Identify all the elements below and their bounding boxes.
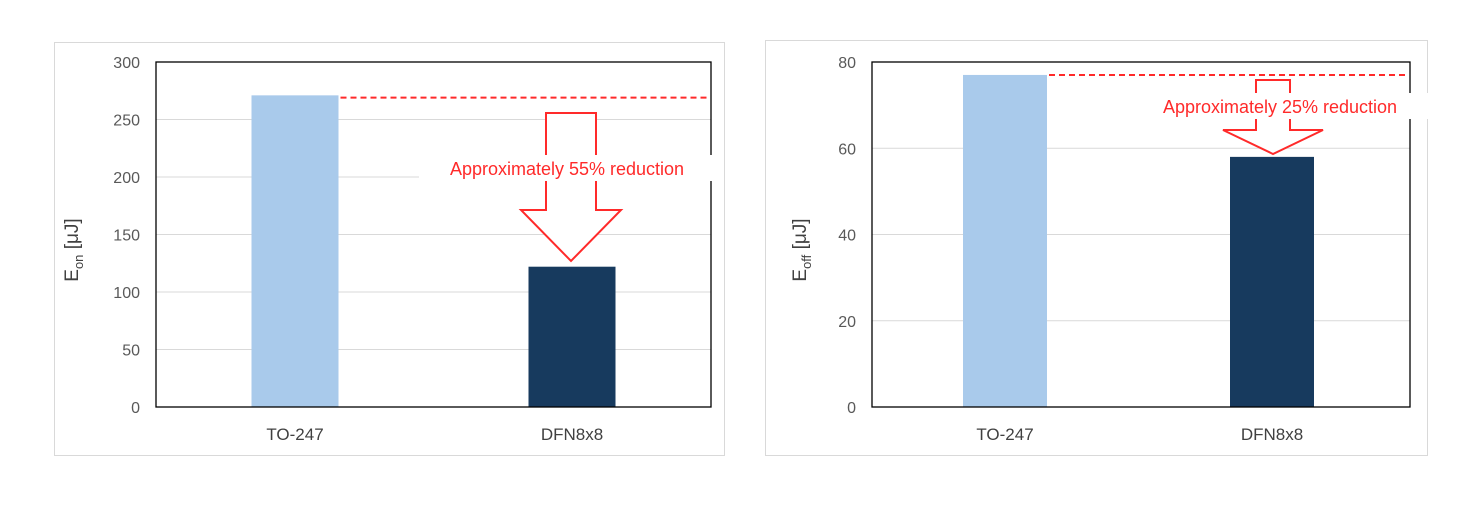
y-tick-label: 300 [113,55,140,72]
chart-1: 0 20 40 60 80 TO-247 DFN8x8 Approximately 25% r… [790,55,1428,444]
bar-dfn8x8 [1230,156,1314,407]
y-axis-label-sub: off [799,254,814,269]
y-tick-label: 20 [838,314,856,331]
annotation-backing [1132,93,1428,119]
y-axis-label-main: E [790,269,811,282]
reduction-arrow [518,112,624,263]
bar-dfn8x8 [528,266,616,407]
chart-0: 0 50 100 150 200 250 300 TO-247 DFN8x8 Approximat… [62,55,715,444]
y-tick-label: 200 [113,170,140,187]
y-axis-label-unit: [μJ] [62,218,83,254]
bar-to-247 [963,74,1047,407]
annotation-text: Approximately 25% reduction [1163,97,1397,117]
annotation-backing [419,155,715,181]
y-axis-label: Eon [μJ] [62,218,86,281]
x-tick-label: DFN8x8 [541,425,603,444]
y-axis-label-sub: on [71,255,86,269]
bar-to-247 [251,95,339,407]
y-tick-label: 150 [113,228,140,245]
x-tick-label: DFN8x8 [1241,425,1303,444]
y-tick-label: 60 [838,141,856,158]
y-tick-label: 250 [113,113,140,130]
x-tick-label: TO-247 [266,425,323,444]
y-tick-label: 40 [838,228,856,245]
y-axis-label: Eoff [μJ] [790,218,814,281]
annotation-text: Approximately 55% reduction [450,159,684,179]
plot-frame [155,61,712,408]
plot-frame [871,61,1411,408]
y-tick-label: 80 [838,55,856,72]
y-tick-label: 50 [122,343,140,360]
y-tick-label: 0 [847,400,856,417]
x-tick-label: TO-247 [976,425,1033,444]
y-axis-label-main: E [62,269,83,282]
y-tick-label: 100 [113,285,140,302]
y-tick-label: 0 [131,400,140,417]
y-axis-label-unit: [μJ] [790,218,811,254]
